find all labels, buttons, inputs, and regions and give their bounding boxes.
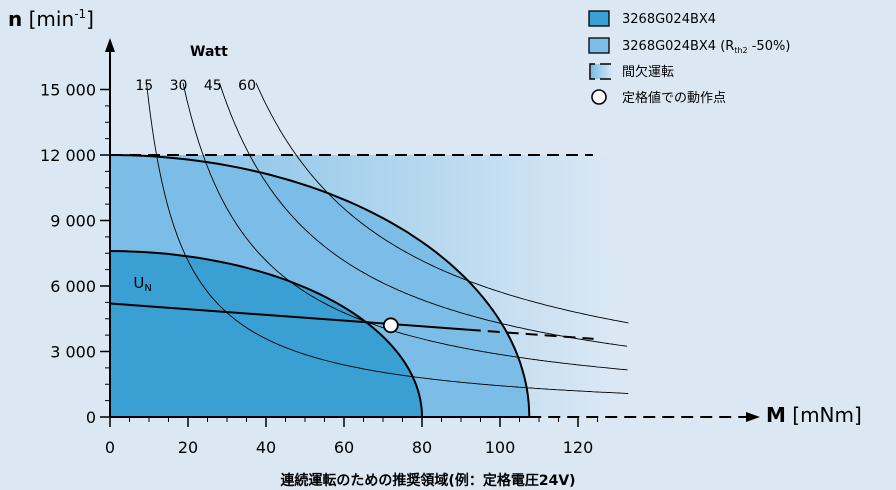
x-tick-label: 20: [178, 438, 198, 457]
legend-text-after: -50%): [748, 39, 791, 54]
un-label-sub: N: [144, 283, 151, 294]
legend-text-1: 3268G024BX4 (Rth2 -50%): [622, 39, 790, 55]
regions: [110, 155, 617, 417]
region-continuous: [110, 251, 422, 417]
y-tick-label: 3 000: [50, 343, 96, 362]
x-tick-label: 80: [412, 438, 432, 457]
watt-label-45: 45: [204, 78, 222, 94]
legend-swatch-2: [591, 64, 613, 79]
x-tick-label: 0: [105, 438, 115, 457]
power-curve-45w: [219, 82, 628, 347]
watt-label-60: 60: [238, 78, 256, 94]
x-tick-label: 120: [563, 438, 594, 457]
legend-text-2: 間欠運転: [622, 64, 674, 80]
x-tick-label: 60: [334, 438, 354, 457]
y-tick-label: 9 000: [50, 212, 96, 231]
un-line: [109, 302, 469, 331]
legend: 3268G024BX4 3268G024BX4 (Rth2 -50%) 間欠運転定格…: [588, 10, 790, 106]
x-tick-label: 100: [485, 438, 516, 457]
legend-text-3: 定格値での動作点: [622, 90, 726, 106]
boundary-continuous: [110, 250, 423, 418]
x-axis-arrow: [746, 412, 760, 422]
legend-text-0: 3268G024BX4: [622, 12, 716, 27]
operating-point: [382, 317, 399, 334]
legend-swatch-1: [588, 37, 610, 54]
watt-label-30: 30: [170, 78, 188, 94]
y-tick-label: 15 000: [40, 81, 96, 100]
legend-bracket: [589, 63, 595, 80]
legend-swatch-0: [588, 10, 610, 27]
watt-title: Watt: [190, 44, 228, 60]
x-tick-label: 40: [256, 438, 276, 457]
power-curve-30w: [182, 82, 628, 371]
y-tick-label: 0: [86, 408, 96, 427]
y-axis-arrow: [105, 38, 115, 52]
region-boundaries: [109, 154, 594, 418]
axes: 0 3 000 6 000 9 000 12 000 15 000 0 20 40 60 80 100…: [40, 38, 760, 457]
legend-sub: th2: [734, 46, 747, 55]
legend-swatch-3: [591, 89, 607, 105]
boundary-rth2: [109, 154, 531, 418]
y-tick-label: 12 000: [40, 146, 96, 165]
y-tick-label: 6 000: [50, 277, 96, 296]
y-axis-title: n [min-1]: [8, 7, 94, 31]
un-line-dashed: [468, 328, 594, 340]
x-axis-title: M [mNm]: [766, 403, 862, 427]
caption: 連続運転のための推奨領域(例：定格電圧24V): [280, 472, 575, 489]
watt-label-15: 15: [135, 78, 153, 94]
power-curve-60w: [255, 82, 629, 324]
